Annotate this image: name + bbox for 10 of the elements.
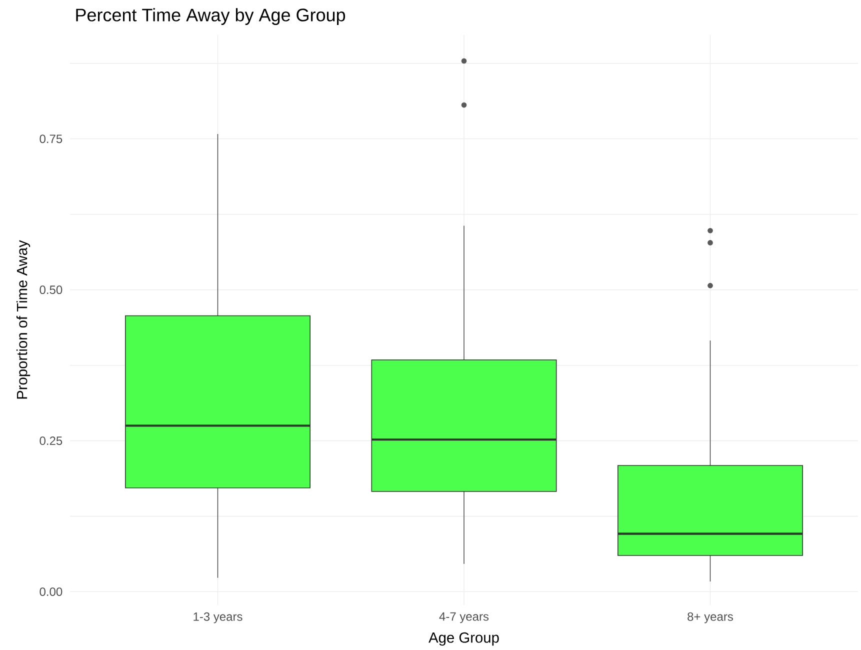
chart-title: Percent Time Away by Age Group	[76, 8, 346, 25]
y-tick-label: 0.25	[40, 436, 62, 445]
y-axis-title: Proportion of Time Away	[16, 240, 30, 399]
x-tick-label: 4-7 years	[439, 612, 489, 624]
y-tick-label: 0.50	[40, 285, 62, 294]
x-tick-label: 8+ years	[688, 612, 733, 624]
x-axis-title: Age Group	[428, 632, 499, 646]
x-tick-label: 1-3 years	[194, 612, 242, 624]
y-tick-label: 0.75	[40, 134, 62, 144]
y-tick-label: 0.00	[40, 587, 62, 596]
